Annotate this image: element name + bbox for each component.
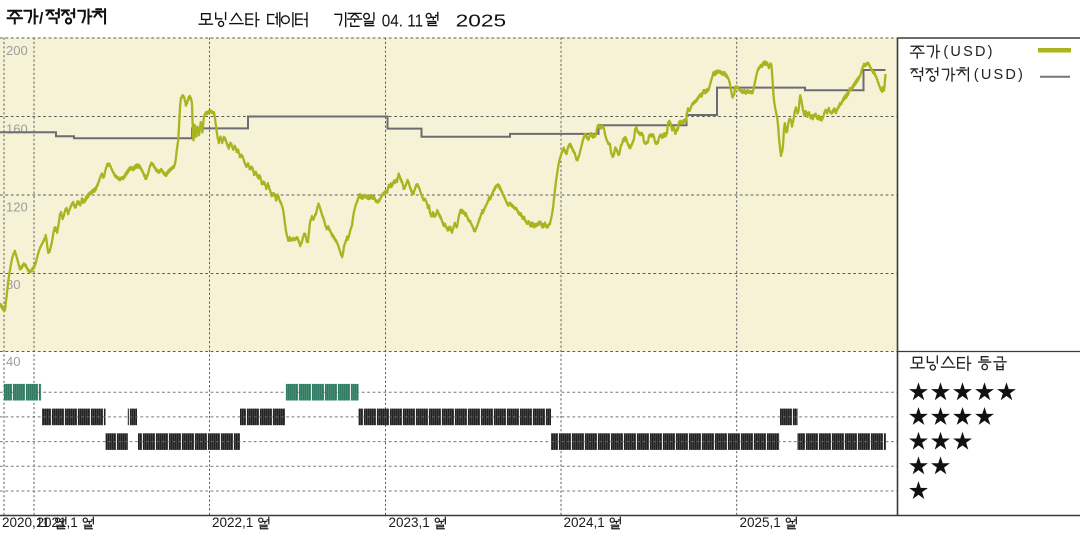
svg-text:(USD): (USD) <box>974 67 1025 83</box>
svg-text:(USD): (USD) <box>943 44 994 60</box>
svg-text:160: 160 <box>6 121 28 136</box>
svg-text:2022,1: 2022,1 <box>212 515 253 530</box>
svg-text:120: 120 <box>6 199 28 214</box>
svg-text:/: / <box>39 10 44 27</box>
svg-text:2020,11: 2020,11 <box>2 515 50 530</box>
svg-text:04. 11: 04. 11 <box>382 11 423 31</box>
svg-text:2025: 2025 <box>456 11 507 31</box>
svg-text:80: 80 <box>6 277 20 292</box>
svg-text:2024,1: 2024,1 <box>564 515 605 530</box>
svg-text:2023,1: 2023,1 <box>389 515 430 530</box>
svg-text:40: 40 <box>6 354 20 369</box>
svg-text:2021,1: 2021,1 <box>37 515 78 530</box>
svg-text:2025,1: 2025,1 <box>740 515 781 530</box>
svg-text:200: 200 <box>6 43 28 58</box>
